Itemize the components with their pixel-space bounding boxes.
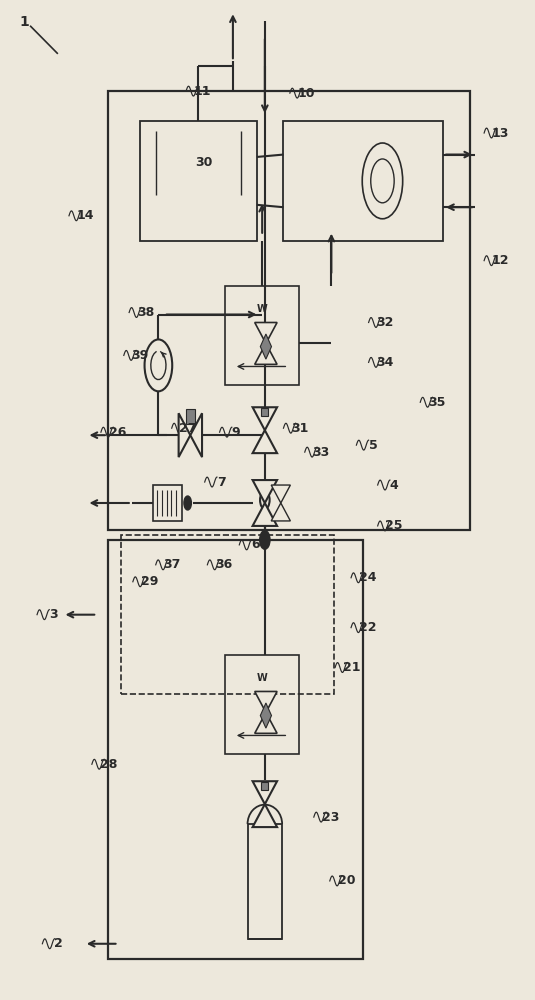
Text: 32: 32 — [377, 316, 394, 329]
Polygon shape — [253, 480, 277, 503]
Text: 21: 21 — [343, 661, 361, 674]
Polygon shape — [253, 781, 277, 804]
Text: 34: 34 — [377, 356, 394, 369]
Text: 1: 1 — [20, 15, 29, 29]
Bar — [262, 782, 268, 790]
Text: 29: 29 — [141, 575, 158, 588]
Text: 12: 12 — [492, 254, 509, 267]
Polygon shape — [271, 503, 291, 521]
Circle shape — [184, 496, 192, 510]
Text: 31: 31 — [291, 422, 309, 435]
Polygon shape — [190, 413, 202, 457]
Text: 4: 4 — [390, 479, 399, 492]
Polygon shape — [253, 804, 277, 827]
Text: 6: 6 — [251, 538, 260, 551]
Polygon shape — [253, 407, 277, 430]
Circle shape — [260, 531, 270, 549]
Text: 20: 20 — [338, 874, 355, 887]
Text: 23: 23 — [322, 811, 339, 824]
Text: 7: 7 — [217, 476, 226, 489]
Text: 27: 27 — [179, 422, 197, 435]
Text: 3: 3 — [49, 608, 58, 621]
Bar — [121, 535, 334, 694]
Bar — [108, 91, 470, 530]
Polygon shape — [255, 322, 277, 343]
Circle shape — [260, 491, 270, 509]
Text: W: W — [257, 673, 268, 683]
Text: 11: 11 — [194, 85, 211, 98]
Text: 37: 37 — [164, 558, 181, 571]
Polygon shape — [261, 334, 271, 359]
Circle shape — [144, 339, 172, 391]
Bar — [225, 286, 300, 385]
Polygon shape — [253, 430, 277, 453]
Bar — [153, 485, 182, 521]
Polygon shape — [261, 703, 271, 728]
Bar — [248, 824, 282, 939]
Text: 38: 38 — [137, 306, 154, 319]
Bar — [186, 409, 195, 424]
Text: 33: 33 — [312, 446, 330, 459]
Polygon shape — [179, 413, 190, 457]
Text: 2: 2 — [55, 937, 63, 950]
Polygon shape — [255, 712, 277, 733]
Bar — [284, 121, 443, 241]
Text: 10: 10 — [297, 87, 315, 100]
Text: 13: 13 — [492, 127, 509, 140]
Text: 24: 24 — [359, 571, 376, 584]
Text: 25: 25 — [385, 519, 403, 532]
Text: 22: 22 — [359, 621, 376, 634]
Text: 14: 14 — [77, 209, 94, 222]
Polygon shape — [253, 503, 277, 526]
Polygon shape — [255, 691, 277, 712]
Text: 35: 35 — [428, 396, 446, 409]
Bar — [262, 408, 268, 416]
Text: 39: 39 — [132, 349, 149, 362]
Text: 9: 9 — [232, 426, 240, 439]
Text: 36: 36 — [215, 558, 233, 571]
Polygon shape — [255, 343, 277, 364]
Text: 30: 30 — [195, 156, 213, 169]
Bar — [108, 540, 363, 959]
Polygon shape — [271, 485, 291, 503]
Text: 26: 26 — [109, 426, 126, 439]
Text: 28: 28 — [100, 758, 117, 771]
Bar — [140, 121, 257, 241]
Bar — [225, 655, 300, 754]
Text: W: W — [257, 304, 268, 314]
Text: 5: 5 — [369, 439, 377, 452]
